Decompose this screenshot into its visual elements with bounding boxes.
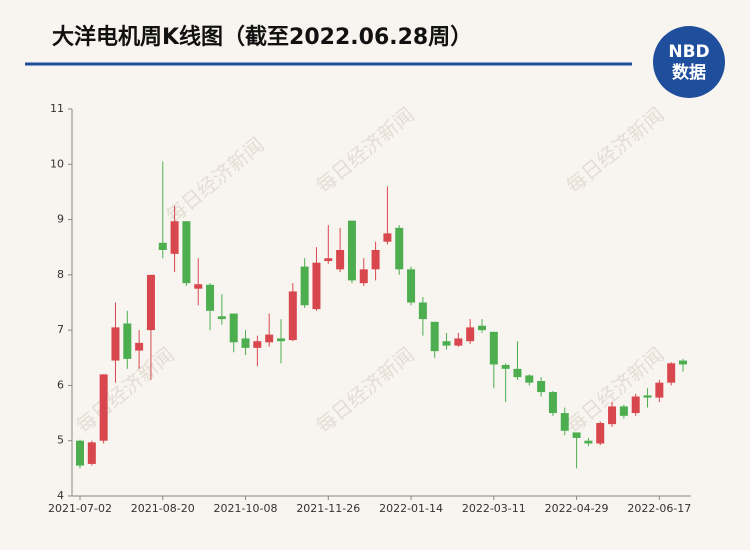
y-tick-label: 5 <box>57 434 64 447</box>
candle-body <box>418 302 427 320</box>
candle-body <box>667 363 676 383</box>
candle-body <box>194 284 203 289</box>
candle-body <box>631 396 640 414</box>
candle-body <box>229 313 238 343</box>
candle-body <box>206 284 215 311</box>
y-tick-label: 11 <box>50 102 64 115</box>
candle-body <box>76 440 84 466</box>
candle-body <box>395 227 404 270</box>
candle-body <box>572 432 581 438</box>
candle-body <box>217 316 226 320</box>
candle-body <box>407 269 416 303</box>
y-tick-label: 6 <box>57 378 64 391</box>
x-tick-label: 2022-06-17 <box>627 502 691 515</box>
candle-body <box>135 342 144 351</box>
candle-body <box>560 413 569 431</box>
y-tick-label: 7 <box>57 323 64 336</box>
candle-body <box>643 395 652 398</box>
candle-body <box>158 242 167 250</box>
y-tick-label: 9 <box>57 213 64 226</box>
x-tick-label: 2021-07-02 <box>48 502 112 515</box>
candle-body <box>347 220 356 281</box>
candle-body <box>371 249 380 270</box>
candle-body <box>466 327 475 342</box>
candle-body <box>537 381 546 393</box>
candle-body <box>170 221 179 254</box>
candle-body <box>619 406 628 416</box>
candle-body <box>383 233 392 242</box>
candle-body <box>241 338 250 348</box>
candle-body <box>182 221 191 284</box>
x-tick-label: 2021-10-08 <box>214 502 278 515</box>
candle-body <box>300 266 309 306</box>
candle-body <box>87 442 96 464</box>
y-tick-label: 8 <box>57 268 64 281</box>
candle-body <box>324 258 333 262</box>
candle-body <box>489 331 498 365</box>
y-tick-label: 10 <box>50 157 64 170</box>
candle-body <box>679 360 687 365</box>
candle-body <box>336 249 345 270</box>
logo-text: NBD <box>668 42 709 62</box>
candle-body <box>123 323 132 359</box>
logo-badge <box>653 26 725 98</box>
candle-body <box>359 269 368 284</box>
candle-body <box>478 325 486 331</box>
candle-body <box>265 334 274 343</box>
candle-body <box>288 291 297 341</box>
candle-body <box>608 406 617 425</box>
x-tick-label: 2021-11-26 <box>296 502 360 515</box>
candle-body <box>99 374 108 441</box>
candle-body <box>548 392 557 414</box>
candle-body <box>111 327 120 361</box>
logo-text: 数据 <box>672 62 706 83</box>
candle-body <box>501 364 510 369</box>
candle-body <box>513 368 522 378</box>
candle-body <box>454 338 463 346</box>
y-tick-label: 4 <box>57 489 64 502</box>
candle-body <box>525 375 534 383</box>
candle-body <box>655 382 664 398</box>
candle-body <box>584 440 593 444</box>
x-tick-label: 2021-08-20 <box>131 502 195 515</box>
candle-body <box>442 341 451 346</box>
x-tick-label: 2022-04-29 <box>545 502 609 515</box>
candle-body <box>312 262 321 310</box>
candle-body <box>146 274 155 331</box>
candle-body <box>596 423 605 444</box>
x-tick-label: 2022-01-14 <box>379 502 443 515</box>
candle-body <box>430 321 439 352</box>
chart-title: 大洋电机周K线图（截至2022.06.28周） <box>52 24 472 50</box>
x-tick-label: 2022-03-11 <box>462 502 526 515</box>
candle-body <box>253 341 262 348</box>
candle-body <box>277 338 285 342</box>
